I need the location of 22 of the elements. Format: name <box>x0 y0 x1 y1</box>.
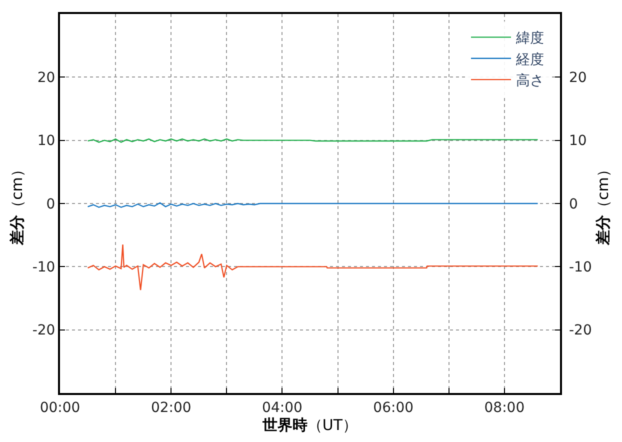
line-series <box>87 244 538 291</box>
legend-label: 緯度 <box>515 30 544 47</box>
x-axis-title: 世界時（UT） <box>261 416 358 434</box>
y-axis-title: 差分（cm） <box>8 162 26 246</box>
y-tick-label: 0 <box>46 196 56 212</box>
y-tick-label: 10 <box>37 133 56 150</box>
y2-tick-label: 10 <box>569 133 587 150</box>
y-tick-label: 20 <box>37 70 56 86</box>
y2-tick-label: -10 <box>569 260 592 276</box>
y-tick-label: -20 <box>32 322 56 339</box>
x-tick-label: 02:00 <box>150 400 192 416</box>
y2-tick-label: -20 <box>569 322 592 339</box>
x-tick-label: 06:00 <box>373 400 414 416</box>
legend-label: 高さ <box>516 73 544 90</box>
x-tick-label: 00:00 <box>40 400 80 416</box>
y2-tick-label: 0 <box>569 196 578 212</box>
y2-axis-title: 差分（cm） <box>594 162 612 246</box>
y2-tick-label: 20 <box>569 70 587 86</box>
x-tick-label: 08:00 <box>484 400 525 416</box>
x-tick-label: 04:00 <box>262 400 302 416</box>
legend-label: 経度 <box>515 52 544 68</box>
y-tick-label: -10 <box>32 260 56 276</box>
